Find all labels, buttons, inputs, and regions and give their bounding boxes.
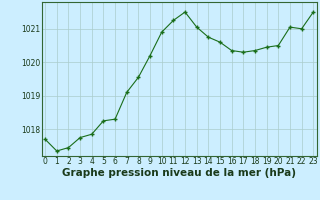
X-axis label: Graphe pression niveau de la mer (hPa): Graphe pression niveau de la mer (hPa) xyxy=(62,168,296,178)
